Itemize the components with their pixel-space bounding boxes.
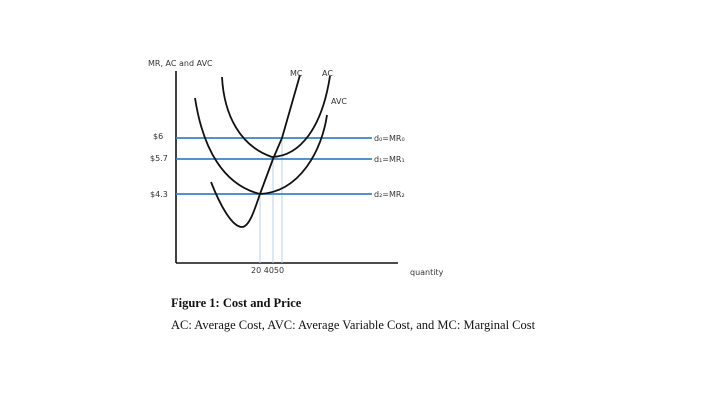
avc-label: AVC xyxy=(331,97,347,106)
quantity-ticks: 20 4050 xyxy=(251,266,284,275)
mr2-label: d₂=MR₂ xyxy=(374,190,405,199)
ac-curve xyxy=(221,75,331,158)
mc-curve xyxy=(259,74,301,195)
price-tick-4-3: $4.3 xyxy=(150,190,168,199)
x-axis-label: quantity xyxy=(410,268,444,277)
mc-lower-branch xyxy=(210,181,261,228)
cost-price-chart: MR, AC and AVC quantity $6 $5.7 $4.3 20 … xyxy=(148,59,444,277)
mr1-label: d₁=MR₁ xyxy=(374,155,405,164)
price-tick-5-7: $5.7 xyxy=(150,154,168,163)
figure-description: AC: Average Cost, AVC: Average Variable … xyxy=(171,318,536,332)
mc-label: MC xyxy=(290,69,303,78)
y-axis-label: MR, AC and AVC xyxy=(148,59,213,68)
ac-label: AC xyxy=(322,69,333,78)
price-tick-6: $6 xyxy=(153,132,163,141)
figure-caption: Figure 1: Cost and Price AC: Average Cos… xyxy=(171,296,591,333)
avc-curve xyxy=(194,97,328,195)
figure-title: Figure 1: Cost and Price xyxy=(171,296,302,310)
mr0-label: d₀=MR₀ xyxy=(374,134,405,143)
